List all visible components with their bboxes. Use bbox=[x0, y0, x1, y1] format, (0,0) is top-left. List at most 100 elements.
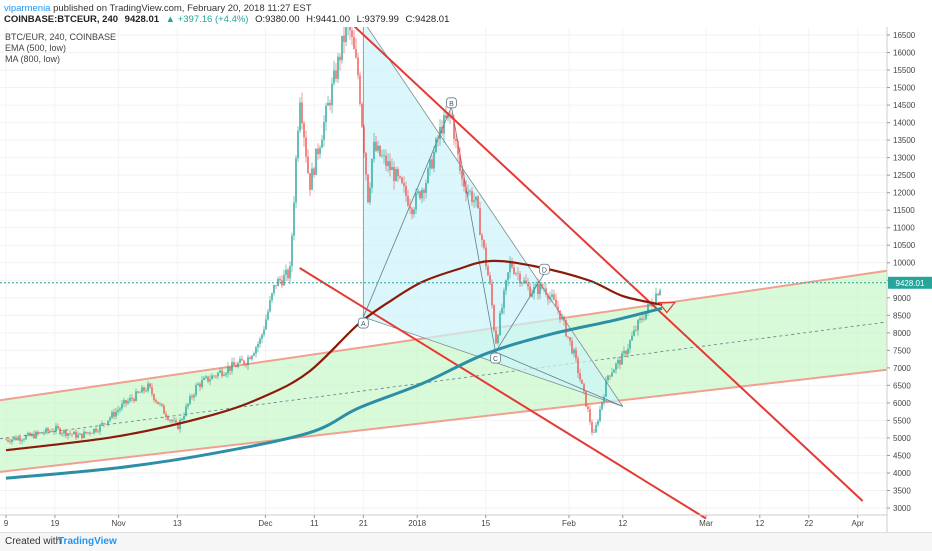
x-tick-label: 2018 bbox=[408, 519, 426, 528]
candle-body bbox=[325, 105, 327, 123]
candle-body bbox=[131, 397, 133, 400]
candle-body bbox=[121, 403, 123, 409]
candle-body bbox=[53, 431, 55, 432]
candle-body bbox=[75, 431, 77, 438]
candle-body bbox=[125, 400, 127, 404]
candle-body bbox=[311, 168, 313, 190]
candle-body bbox=[459, 154, 461, 171]
candle-body bbox=[157, 401, 159, 405]
candle-body bbox=[5, 439, 7, 441]
candle-body bbox=[321, 139, 323, 148]
candle-body bbox=[491, 283, 493, 306]
candle-body bbox=[207, 376, 209, 382]
candle-body bbox=[419, 191, 421, 199]
candle-body bbox=[519, 273, 521, 284]
candle-body bbox=[69, 433, 71, 434]
y-tick-label: 10500 bbox=[893, 241, 916, 250]
candle-body bbox=[543, 288, 545, 289]
candle-body bbox=[535, 284, 537, 287]
candle-body bbox=[427, 168, 429, 183]
channel-fill bbox=[0, 270, 887, 472]
candle-body bbox=[45, 428, 47, 433]
candle-body bbox=[429, 159, 431, 169]
candle-body bbox=[365, 152, 367, 175]
tradingview-logo[interactable]: TradingView bbox=[58, 536, 117, 547]
candle-body bbox=[331, 83, 333, 106]
candle-body bbox=[391, 167, 393, 171]
candle-body bbox=[81, 433, 83, 439]
candle-body bbox=[385, 155, 387, 166]
candle-body bbox=[167, 416, 169, 420]
candle-body bbox=[493, 305, 495, 331]
candle-body bbox=[377, 145, 379, 151]
candle-body bbox=[393, 167, 395, 182]
candle-body bbox=[447, 114, 449, 118]
candle-body bbox=[653, 303, 655, 306]
open-value: O:9380.00 bbox=[255, 14, 300, 25]
candle-body bbox=[589, 409, 591, 423]
candle-body bbox=[35, 431, 37, 439]
candle-body bbox=[463, 178, 465, 187]
candle-body bbox=[283, 274, 285, 286]
candle-body bbox=[65, 430, 67, 436]
candle-body bbox=[345, 27, 347, 43]
price-axis[interactable]: 3000 3500 4000 4500 5000 5500 6000 6500 7000 7500… bbox=[887, 31, 916, 513]
candle-body bbox=[215, 375, 217, 377]
candle-body bbox=[639, 318, 641, 321]
candle-body bbox=[383, 155, 385, 157]
candle-body bbox=[209, 379, 211, 382]
y-tick-label: 12500 bbox=[893, 171, 916, 180]
candle-body bbox=[531, 293, 533, 297]
candle-body bbox=[521, 282, 523, 284]
y-tick-label: 3500 bbox=[893, 486, 911, 495]
candle-body bbox=[129, 397, 131, 401]
candle-body bbox=[563, 316, 565, 321]
candle-body bbox=[511, 261, 513, 268]
price-chart[interactable]: A B C D 3000 3500 4000 4500 5000 5500 6000 6500 700… bbox=[0, 27, 932, 532]
y-tick-label: 12000 bbox=[893, 189, 916, 198]
candle-body bbox=[289, 266, 291, 279]
y-tick-label: 6500 bbox=[893, 381, 911, 390]
candle-body bbox=[319, 147, 321, 155]
candles bbox=[5, 27, 661, 445]
time-axis[interactable]: 9 19 Nov 13 Dec 11 21 2018 15 Feb 12 Mar 12 22 Apr bbox=[4, 515, 865, 528]
candle-body bbox=[565, 320, 567, 337]
legend-ema[interactable]: EMA (500, low) bbox=[5, 43, 66, 53]
candle-body bbox=[251, 355, 253, 360]
candle-body bbox=[619, 359, 621, 365]
candle-body bbox=[77, 434, 79, 438]
candle-body bbox=[119, 408, 121, 411]
candle-body bbox=[523, 280, 525, 283]
author-link[interactable]: viparmenia bbox=[4, 3, 51, 14]
change-arrow-icon: ▲ bbox=[165, 14, 176, 25]
candle-body bbox=[191, 396, 193, 398]
candle-body bbox=[327, 102, 329, 106]
trendline-upper bbox=[353, 27, 864, 502]
candle-body bbox=[507, 272, 509, 281]
candle-body bbox=[33, 433, 35, 439]
legend-ma[interactable]: MA (800, low) bbox=[5, 54, 60, 64]
candle-body bbox=[533, 286, 535, 294]
candle-body bbox=[407, 195, 409, 206]
candle-body bbox=[537, 284, 539, 294]
candle-body bbox=[375, 141, 377, 151]
candle-body bbox=[51, 430, 53, 432]
candle-body bbox=[591, 422, 593, 433]
candle-body bbox=[23, 439, 25, 441]
candle-body bbox=[85, 431, 87, 434]
point-marker-a bbox=[357, 317, 369, 329]
candle-body bbox=[19, 437, 21, 441]
chart-legend: BTC/EUR, 240, COINBASE EMA (500, low) MA… bbox=[5, 32, 116, 64]
last-price: 9428.01 bbox=[124, 14, 160, 25]
candle-body bbox=[219, 370, 221, 373]
candle-body bbox=[195, 385, 197, 395]
candle-body bbox=[153, 394, 155, 401]
candle-body bbox=[433, 152, 435, 169]
candle-body bbox=[213, 375, 215, 377]
candle-body bbox=[557, 306, 559, 311]
candle-body bbox=[571, 340, 573, 354]
candle-body bbox=[441, 126, 443, 134]
candle-body bbox=[87, 432, 89, 434]
y-tick-label: 15500 bbox=[893, 66, 916, 75]
y-tick-label: 10000 bbox=[893, 259, 916, 268]
